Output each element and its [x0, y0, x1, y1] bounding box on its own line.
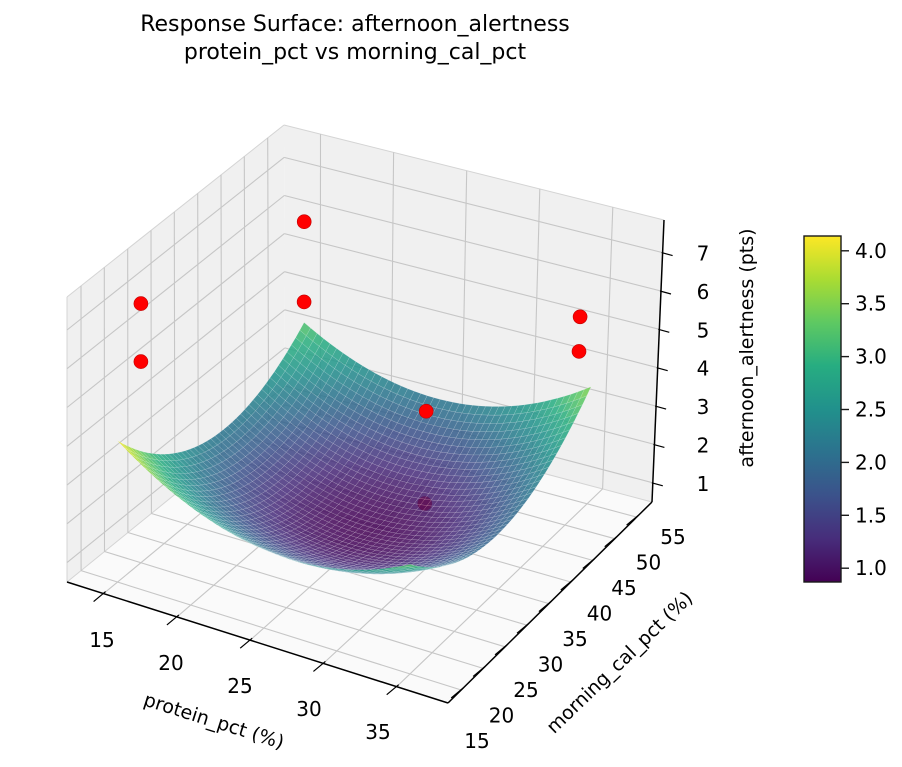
tick-label: 40: [587, 602, 612, 626]
plot-title-line1: Response Surface: afternoon_alertness: [140, 12, 570, 37]
tick-label: 6: [697, 280, 710, 304]
tick-marks: [93, 252, 673, 699]
tick-label: 20: [489, 704, 514, 728]
data-point: [133, 296, 149, 311]
x-axis-label: protein_pct (%): [141, 689, 287, 754]
tick-label: 25: [513, 678, 538, 702]
data-point: [296, 214, 312, 229]
data-point: [133, 354, 149, 369]
tick-label: 30: [538, 653, 563, 677]
tick-label: 30: [296, 697, 321, 721]
y-axis-label: morning_cal_pct (%): [542, 587, 697, 738]
tick-label: 25: [227, 674, 252, 698]
tick-label: 4: [697, 357, 710, 381]
tick-label: 55: [660, 525, 685, 549]
tick-label: 35: [365, 720, 390, 744]
colorbar-tick-label: 1.0: [855, 556, 887, 580]
tick-label: 3: [697, 395, 710, 419]
tick-label: 15: [89, 628, 114, 652]
tick-label: 15: [464, 729, 489, 753]
data-point: [418, 403, 434, 419]
colorbar-tick-label: 3.0: [855, 345, 887, 369]
plot-title-line2: protein_pct vs morning_cal_pct: [184, 40, 527, 65]
data-point: [296, 294, 312, 310]
colorbar: 1.0 1.5 2.0 2.5 3.0 3.5 4.0: [803, 235, 887, 583]
scatter-points: [133, 214, 588, 419]
colorbar-tick-label: 1.5: [855, 503, 887, 527]
z-axis-label: afternoon_alertness (pts): [736, 228, 758, 467]
tick-label: 50: [636, 551, 661, 575]
colorbar-gradient: [803, 235, 842, 583]
tick-label: 2: [697, 433, 710, 457]
tick-label: 5: [697, 318, 710, 342]
colorbar-tick-label: 2.0: [855, 450, 887, 474]
data-point: [571, 344, 587, 359]
tick-label: 1: [697, 472, 710, 496]
colorbar-tick-label: 3.5: [855, 292, 887, 316]
tick-label: 35: [562, 627, 587, 651]
colorbar-tick-label: 4.0: [855, 239, 887, 263]
tick-label: 7: [697, 242, 710, 266]
tick-label: 45: [611, 576, 636, 600]
data-point: [572, 309, 588, 325]
colorbar-tick-label: 2.5: [855, 398, 887, 422]
tick-label: 20: [158, 651, 183, 675]
surface-mesh: [117, 322, 592, 575]
